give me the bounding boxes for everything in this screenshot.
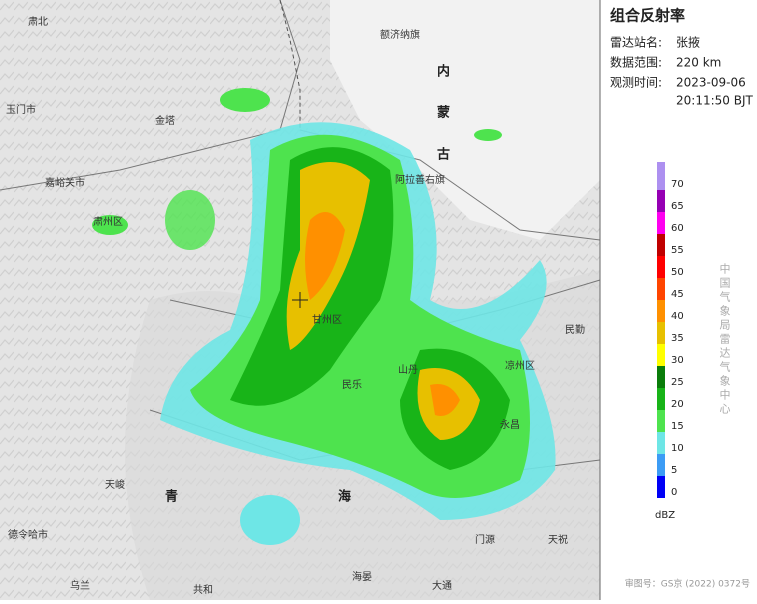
legend-band [657,228,665,256]
map-label: 永昌 [500,418,520,431]
map-label: 德令哈市 [8,528,48,541]
legend-tick-label: 25 [671,377,684,388]
row-value: 2023-09-06 [676,76,746,90]
legend-band [657,272,665,300]
desert [330,0,600,240]
info-panel: 组合反射率 雷达站名: 张掖 数据范围: 220 km 观测时间: 2023-0… [599,0,757,600]
row-label: 雷达站名: [610,35,662,50]
panel-title: 组合反射率 [610,7,685,25]
row-value: 张掖 [676,36,700,50]
legend-band [657,250,665,278]
legend-tick-label: 5 [671,465,677,476]
legend-band [657,448,665,476]
map-label: 玉门市 [6,103,36,116]
map-label: 额济纳旗 [380,28,420,41]
legend-band [657,294,665,322]
map-label: 嘉峪关市 [45,176,85,189]
map-label: 阿拉善右旗 [395,173,445,186]
legend-tick-label: 20 [671,399,684,410]
map-label: 海 [338,489,351,505]
legend-unit: dBZ [655,510,675,521]
map-label: 山丹 [398,364,418,376]
legend-band [657,338,665,366]
map-label: 海晏 [352,570,372,583]
panel-bg [600,0,757,600]
legend-band [657,206,665,234]
legend-band [657,382,665,410]
map-labels: 肃北 玉门市 金塔 嘉峪关市 肃州区 额济纳旗 内 蒙 古 阿拉善右旗 民勤 凉… [6,16,585,596]
legend-tick-label: 15 [671,421,684,432]
map: 肃北 玉门市 金塔 嘉峪关市 肃州区 额济纳旗 内 蒙 古 阿拉善右旗 民勤 凉… [0,0,601,600]
legend-band [657,360,665,388]
map-label: 肃北 [28,16,48,28]
map-label: 民勤 [565,323,585,336]
map-label: 内 [437,64,450,80]
legend-band [657,426,665,454]
legend-tick-label: 40 [671,311,684,322]
map-label: 天峻 [105,478,125,491]
national-border [279,0,301,130]
echoes [92,88,556,545]
map-label: 肃州区 [93,216,123,228]
legend-tick-label: 0 [671,487,677,498]
footer: 审图号：GS京 (2022) 0372号 [625,578,750,590]
legend-tick-label: 60 [671,223,684,234]
legend-tick-label: 45 [671,289,684,300]
map-label: 民乐 [342,379,362,391]
legend-tick-label: 65 [671,201,684,212]
map-label: 古 [437,147,450,163]
legend-source: 中国气象局雷达气象中心 [718,263,731,417]
legend-tick-label: 30 [671,355,684,366]
map-label: 门源 [475,533,495,546]
legend-tick-label: 35 [671,333,684,344]
map-label: 共和 [193,584,213,596]
map-label: 凉州区 [505,359,535,372]
map-label: 甘州区 [312,313,342,326]
legend-band [657,404,665,432]
map-label: 天祝 [548,533,568,546]
legend-tick-label: 10 [671,443,684,454]
map-label: 青 [165,489,178,505]
map-label: 大通 [432,579,452,592]
legend-band [657,316,665,344]
row-label: 数据范围: [610,55,662,70]
legend-band [657,470,665,498]
row-value: 20:11:50 BJT [676,94,753,108]
row-value: 220 km [676,56,721,70]
legend-band [657,184,665,212]
legend-tick-label: 70 [671,179,684,190]
legend-tick-label: 55 [671,245,684,256]
legend-tick-label: 50 [671,267,684,278]
map-label: 金塔 [155,114,175,127]
map-label: 乌兰 [70,579,90,592]
map-label: 蒙 [437,105,450,121]
row-label: 观测时间: [610,76,662,90]
legend-band [657,162,665,190]
